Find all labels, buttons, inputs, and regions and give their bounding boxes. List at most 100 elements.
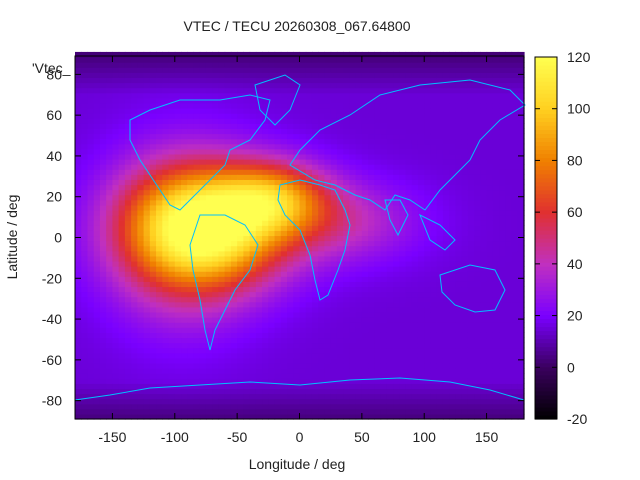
heatmap-cell [442,281,450,288]
heatmap-cell [311,153,319,160]
heatmap-cell [474,311,481,318]
heatmap-cell [174,403,182,410]
heatmap-cell [455,92,463,99]
heatmap-cell [405,153,413,160]
heatmap-cell [355,255,363,262]
heatmap-cell [106,153,114,160]
heatmap-cell [230,118,238,124]
heatmap-cell [430,342,438,349]
heatmap-cell [81,332,89,339]
heatmap-cell [305,281,313,288]
heatmap-cell [393,306,400,313]
heatmap-cell [424,271,432,277]
heatmap-cell [368,230,375,237]
heatmap-cell [131,179,138,186]
heatmap-cell [455,72,463,79]
heatmap-cell [237,281,244,288]
heatmap-cell [449,169,457,175]
heatmap-cell [118,281,126,288]
heatmap-cell [430,209,438,216]
heatmap-cell [486,317,494,323]
heatmap-cell [461,266,469,272]
heatmap-cell [112,291,120,298]
heatmap-cell [137,128,145,135]
heatmap-cell [455,143,463,150]
heatmap-cell [355,77,363,84]
heatmap-cell [336,362,344,369]
heatmap-cell [187,235,195,242]
heatmap-cell [93,220,101,226]
heatmap-cell [218,209,226,216]
heatmap-cell [330,352,338,359]
heatmap-cell [399,77,407,84]
heatmap-cell [274,352,282,359]
heatmap-cell [106,51,114,58]
heatmap-cell [249,128,257,135]
heatmap-cell [243,327,251,333]
heatmap-cell [262,62,269,68]
heatmap-cell [311,357,319,364]
heatmap-cell [143,388,151,395]
heatmap-cell [149,164,157,170]
heatmap-cell [311,327,319,333]
heatmap-cell [336,194,344,201]
heatmap-cell [305,413,313,420]
heatmap-cell [374,296,382,303]
heatmap-cell [81,194,89,201]
heatmap-cell [467,57,475,63]
heatmap-cell [75,250,82,257]
heatmap-cell [205,169,213,175]
heatmap-cell [361,102,369,109]
heatmap-cell [411,347,419,354]
heatmap-cell [393,184,400,191]
heatmap-cell [368,301,375,308]
heatmap-cell [187,266,195,272]
heatmap-cell [262,337,269,344]
heatmap-cell [486,311,494,318]
heatmap-cell [368,148,375,155]
heatmap-cell [318,82,326,89]
heatmap-cell [368,260,375,267]
heatmap-cell [442,317,450,323]
heatmap-cell [274,143,282,150]
heatmap-cell [280,281,288,288]
heatmap-cell [174,62,182,68]
heatmap-cell [343,337,350,344]
heatmap-cell [343,118,350,124]
heatmap-cell [274,82,282,89]
heatmap-cell [143,57,151,63]
heatmap-cell [143,245,151,252]
heatmap-cell [330,138,338,145]
heatmap-cell [99,189,107,196]
heatmap-cell [336,240,344,247]
heatmap-cell [411,362,419,369]
heatmap-cell [467,296,475,303]
heatmap-cell [442,413,450,420]
heatmap-cell [405,357,413,364]
heatmap-cell [293,245,301,252]
heatmap-cell [405,164,413,170]
heatmap-cell [99,260,107,267]
heatmap-cell [380,245,388,252]
heatmap-cell [75,108,82,114]
heatmap-cell [417,143,425,150]
heatmap-cell [417,413,425,420]
heatmap-cell [343,204,350,211]
heatmap-cell [368,133,375,140]
heatmap-cell [187,158,195,165]
heatmap-cell [374,266,382,272]
heatmap-cell [343,67,350,73]
heatmap-cell [249,225,257,231]
heatmap-cell [224,225,232,231]
heatmap-cell [280,148,288,155]
heatmap-cell [374,102,382,109]
heatmap-cell [374,306,382,313]
heatmap-cell [168,102,176,109]
heatmap-cell [349,271,357,277]
heatmap-cell [318,138,326,145]
heatmap-cell [461,215,469,221]
heatmap-cell [81,403,89,410]
heatmap-cell [299,260,307,267]
heatmap-cell [461,250,469,257]
heatmap-cell [249,143,257,150]
